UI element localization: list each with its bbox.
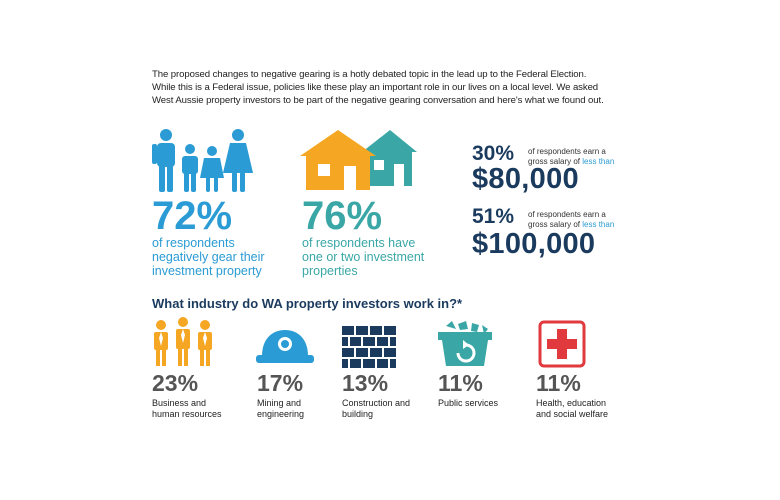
properties-caption-line-2: one or two investment	[302, 250, 425, 264]
industry-health-label-line-1: Health, education	[536, 398, 607, 408]
intro-line-3: West Aussie property investors to be par…	[152, 95, 604, 106]
industry-business-label-line-1: Business and	[152, 398, 207, 408]
industry-health-label-line-2: and social welfare	[536, 409, 609, 419]
industry-construction-percent: 13%	[342, 370, 389, 396]
salary-100k-percent: 51%	[472, 205, 515, 228]
salary-80k-percent: 30%	[472, 142, 515, 165]
properties-caption: of respondents have one or two investmen…	[302, 236, 424, 278]
salary-100k-note-line-1: of respondents earn a	[528, 210, 606, 219]
properties-caption-line-1: of respondents have	[302, 236, 416, 250]
gearing-caption-line-2: negatively gear their	[152, 250, 265, 264]
gearing-caption-line-1: of respondents	[152, 236, 235, 250]
gearing-caption: of respondents negatively gear their inv…	[152, 236, 265, 278]
salary-100k-amount: $100,000	[472, 228, 596, 260]
intro-paragraph: The proposed changes to negative gearing…	[152, 68, 632, 107]
family-icon	[152, 129, 253, 192]
hard-hat-icon	[256, 330, 314, 363]
gearing-caption-line-3: investment property	[152, 264, 262, 278]
salary-80k-note-line-2: gross salary of less than	[528, 157, 614, 167]
properties-caption-line-3: properties	[302, 264, 358, 278]
industry-business-label-line-2: human resources	[152, 409, 222, 419]
industry-public-label: Public services	[438, 398, 498, 409]
salary-80k-note-highlight: less than	[582, 157, 615, 166]
industry-construction-label-line-2: building	[342, 409, 374, 419]
salary-100k-note-text: gross salary of	[528, 220, 583, 229]
industry-public-label-line-1: Public services	[438, 398, 499, 408]
business-people-icon	[154, 317, 212, 366]
intro-line-2: While this is a Federal issue, policies …	[152, 82, 599, 93]
medical-cross-icon	[538, 320, 586, 368]
industry-mining-label-line-1: Mining and	[257, 398, 302, 408]
industry-mining-label-line-2: engineering	[257, 409, 305, 419]
brick-wall-icon	[342, 326, 396, 368]
industry-construction-label-line-1: Construction and	[342, 398, 411, 408]
salary-80k-amount: $80,000	[472, 163, 579, 195]
salary-100k-note-highlight: less than	[582, 220, 615, 229]
salary-80k-note-text: gross salary of	[528, 157, 583, 166]
industry-construction-label: Construction and building	[342, 398, 410, 420]
properties-percent: 76%	[302, 194, 383, 238]
industry-mining-percent: 17%	[257, 370, 304, 396]
salary-80k-note: of respondents earn a gross salary of le…	[528, 147, 614, 167]
industry-business-label: Business and human resources	[152, 398, 222, 420]
industry-health-label: Health, education and social welfare	[536, 398, 608, 420]
salary-100k-note-line-2: gross salary of less than	[528, 220, 614, 230]
industry-health-percent: 11%	[536, 370, 581, 396]
industry-public-percent: 11%	[438, 370, 483, 396]
salary-100k-note: of respondents earn a gross salary of le…	[528, 210, 614, 230]
industry-business-percent: 23%	[152, 370, 199, 396]
salary-80k-note-line-1: of respondents earn a	[528, 147, 606, 156]
industry-mining-label: Mining and engineering	[257, 398, 304, 420]
industry-question: What industry do WA property investors w…	[152, 296, 463, 311]
houses-icon	[300, 130, 417, 190]
gearing-percent: 72%	[152, 194, 233, 238]
intro-line-1: The proposed changes to negative gearing…	[152, 69, 587, 80]
recycle-bin-icon	[438, 321, 492, 366]
